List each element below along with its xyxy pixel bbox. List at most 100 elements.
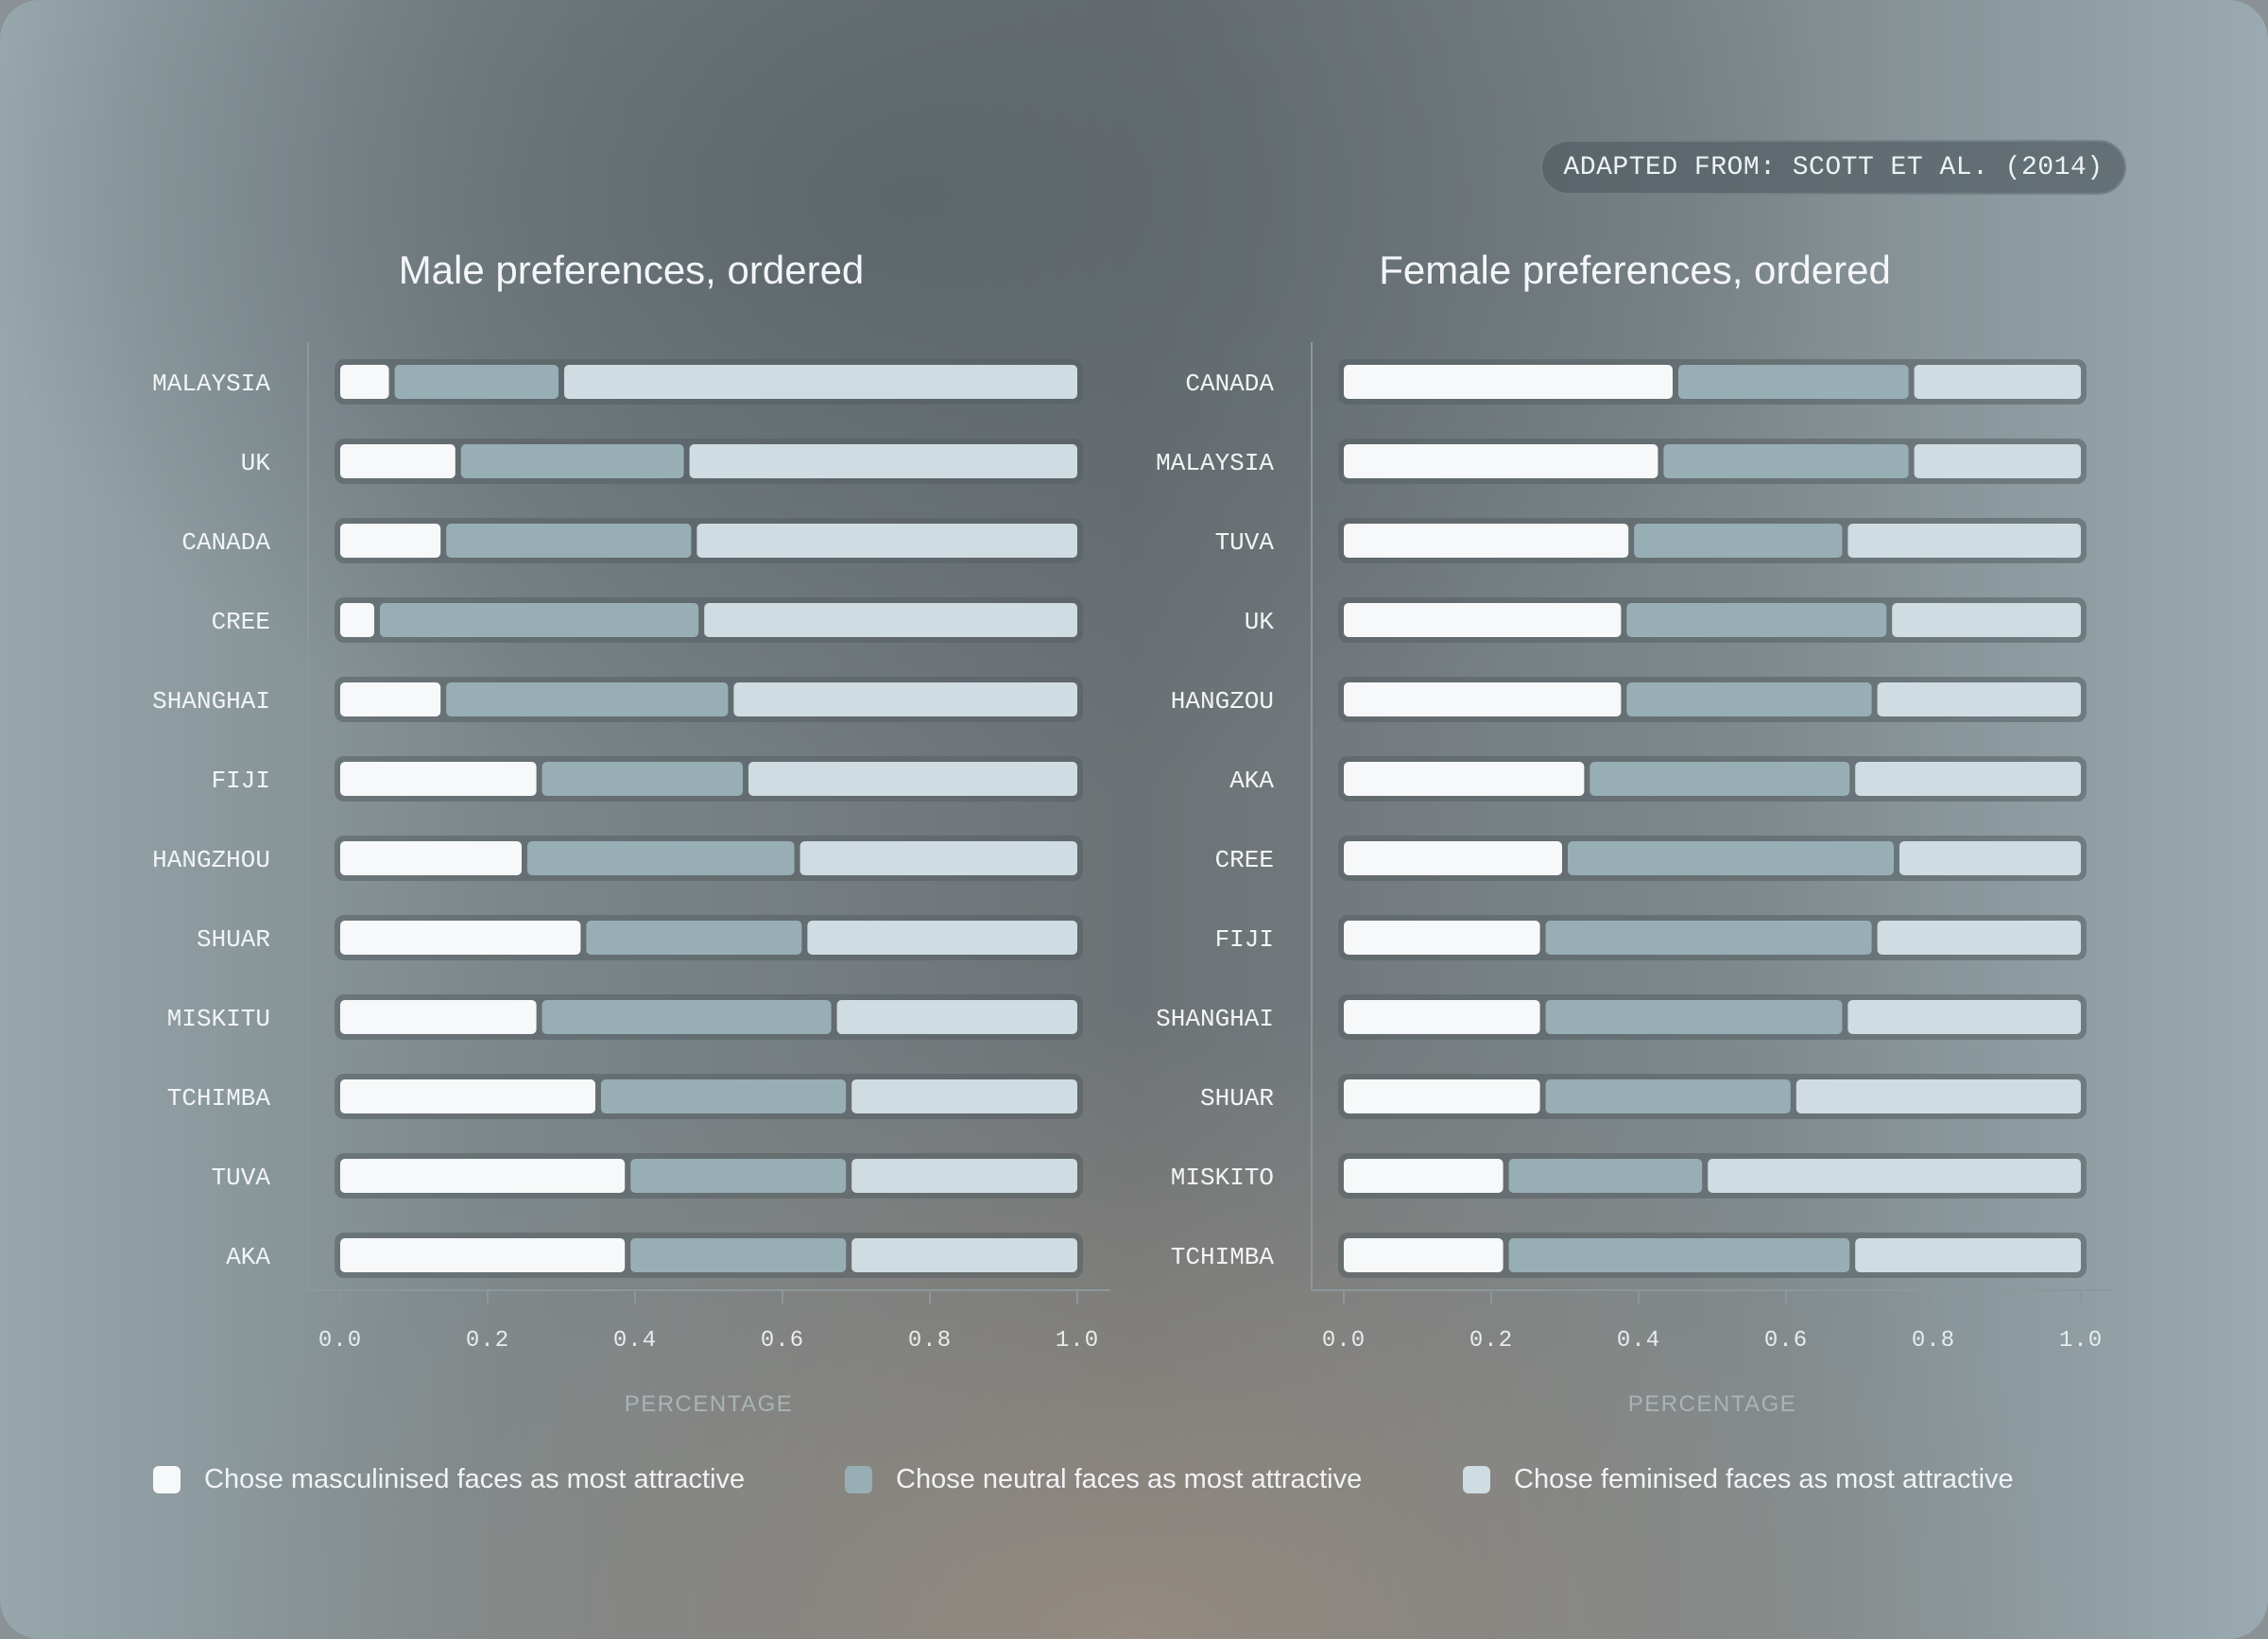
- category-label-female: CREE: [1215, 846, 1274, 874]
- chart-title-female: Female preferences, ordered: [1379, 248, 1891, 292]
- bar-feminised-male: [851, 1238, 1077, 1272]
- bar-masculinised-male: [340, 762, 537, 796]
- x-tick-label-female: 0.0: [1322, 1328, 1366, 1354]
- x-tick-label-female: 1.0: [2059, 1328, 2103, 1354]
- bar-feminised-female: [1914, 444, 2081, 478]
- category-label-female: CANADA: [1185, 370, 1274, 398]
- bar-feminised-male: [836, 1000, 1077, 1034]
- bar-neutral-female: [1626, 682, 1872, 716]
- x-tick-label-male: 0.0: [318, 1328, 362, 1354]
- x-tick-label-female: 0.4: [1617, 1328, 1660, 1354]
- bar-feminised-female: [1899, 841, 2081, 875]
- bar-feminised-female: [1892, 603, 2081, 637]
- x-tick-label-female: 0.2: [1469, 1328, 1513, 1354]
- x-tick-label-female: 0.8: [1912, 1328, 1955, 1354]
- bar-masculinised-female: [1344, 1000, 1540, 1034]
- category-label-male: SHANGHAI: [152, 687, 270, 716]
- bar-feminised-male: [564, 365, 1077, 399]
- bar-masculinised-female: [1344, 762, 1585, 796]
- bar-masculinised-female: [1344, 1238, 1503, 1272]
- category-label-female: FIJI: [1215, 925, 1274, 954]
- bar-masculinised-female: [1344, 921, 1540, 955]
- category-label-female: TCHIMBA: [1171, 1243, 1275, 1271]
- x-tick-label-male: 0.8: [908, 1328, 952, 1354]
- bar-feminised-male: [851, 1159, 1077, 1193]
- bar-neutral-male: [394, 365, 558, 399]
- bar-masculinised-male: [340, 1000, 537, 1034]
- bar-neutral-male: [460, 444, 684, 478]
- bar-feminised-male: [799, 841, 1077, 875]
- bar-masculinised-male: [340, 921, 581, 955]
- chart-title-male: Male preferences, ordered: [399, 248, 865, 292]
- legend-swatch-feminised: [1463, 1465, 1490, 1493]
- bar-feminised-male: [851, 1079, 1077, 1113]
- category-label-male: CREE: [212, 608, 270, 636]
- category-label-male: MISKITU: [167, 1005, 270, 1033]
- bar-neutral-female: [1568, 841, 1894, 875]
- legend-label-masculinised: Chose masculinised faces as most attract…: [204, 1463, 746, 1494]
- bar-neutral-female: [1678, 365, 1909, 399]
- bar-feminised-male: [689, 444, 1077, 478]
- x-tick-label-male: 1.0: [1056, 1328, 1099, 1354]
- bar-feminised-male: [696, 524, 1077, 558]
- x-tick-label-male: 0.2: [466, 1328, 509, 1354]
- bar-neutral-female: [1545, 921, 1872, 955]
- x-tick-label-male: 0.6: [761, 1328, 804, 1354]
- bar-feminised-female: [1855, 762, 2081, 796]
- category-label-male: HANGZHOU: [152, 846, 270, 874]
- bar-neutral-female: [1545, 1079, 1791, 1113]
- bar-neutral-female: [1663, 444, 1909, 478]
- x-axis-label-female: PERCENTAGE: [1628, 1391, 1797, 1417]
- bar-neutral-male: [527, 841, 795, 875]
- bar-neutral-female: [1508, 1159, 1703, 1193]
- category-label-female: SHANGHAI: [1156, 1005, 1274, 1033]
- category-label-female: TUVA: [1215, 528, 1275, 557]
- chart-female: Female preferences, ordered 0.0 0.2 0.4 0.6 0…: [1156, 248, 2114, 1417]
- bar-feminised-male: [704, 603, 1077, 637]
- bar-feminised-female: [1847, 1000, 2081, 1034]
- category-label-male: UK: [241, 449, 271, 477]
- bar-feminised-female: [1708, 1159, 2081, 1193]
- bar-masculinised-male: [340, 444, 455, 478]
- bar-masculinised-male: [340, 1238, 626, 1272]
- category-label-male: AKA: [226, 1243, 270, 1271]
- legend-label-feminised: Chose feminised faces as most attractive: [1514, 1463, 2014, 1494]
- bar-neutral-male: [446, 524, 692, 558]
- category-label-female: MISKITO: [1171, 1164, 1274, 1192]
- bar-feminised-female: [1877, 921, 2081, 955]
- bar-neutral-male: [630, 1238, 847, 1272]
- x-tick-label-female: 0.6: [1764, 1328, 1808, 1354]
- category-label-male: SHUAR: [197, 925, 270, 954]
- category-label-male: FIJI: [212, 767, 270, 795]
- bar-neutral-male: [541, 762, 743, 796]
- bar-feminised-male: [807, 921, 1077, 955]
- category-label-female: HANGZOU: [1171, 687, 1274, 716]
- legend-item-feminised: Chose feminised faces as most attractive: [1463, 1456, 2014, 1503]
- legend-swatch-masculinised: [153, 1465, 180, 1493]
- bar-neutral-male: [601, 1079, 847, 1113]
- bar-masculinised-female: [1344, 444, 1658, 478]
- legend-swatch-neutral: [845, 1465, 872, 1493]
- bar-feminised-male: [748, 762, 1077, 796]
- category-label-male: TCHIMBA: [167, 1084, 271, 1113]
- bar-feminised-female: [1877, 682, 2081, 716]
- bar-neutral-female: [1508, 1238, 1850, 1272]
- category-label-female: AKA: [1229, 767, 1274, 795]
- bar-neutral-female: [1589, 762, 1850, 796]
- bar-neutral-female: [1634, 524, 1843, 558]
- bar-feminised-female: [1847, 524, 2081, 558]
- bar-masculinised-female: [1344, 841, 1562, 875]
- bar-masculinised-female: [1344, 1079, 1540, 1113]
- bar-neutral-male: [446, 682, 729, 716]
- bar-masculinised-male: [340, 1159, 626, 1193]
- category-label-male: CANADA: [181, 528, 270, 557]
- legend-item-neutral: Chose neutral faces as most attractive: [845, 1456, 1362, 1503]
- bar-masculinised-male: [340, 524, 441, 558]
- source-badge: ADAPTED FROM: SCOTT ET AL. (2014): [1540, 140, 2126, 195]
- legend-item-masculinised: Chose masculinised faces as most attract…: [153, 1456, 745, 1503]
- x-axis-label-male: PERCENTAGE: [625, 1391, 794, 1417]
- category-label-male: TUVA: [212, 1164, 271, 1192]
- bar-masculinised-male: [340, 841, 522, 875]
- bar-feminised-female: [1855, 1238, 2081, 1272]
